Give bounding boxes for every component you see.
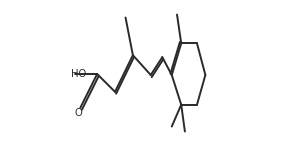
Text: O: O <box>74 108 82 118</box>
Text: HO: HO <box>71 69 86 79</box>
